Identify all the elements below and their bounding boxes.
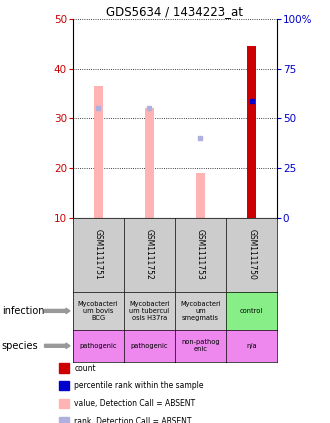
Bar: [145, 109, 154, 218]
Text: GSM1111750: GSM1111750: [247, 229, 256, 280]
Text: infection: infection: [2, 306, 44, 316]
Text: species: species: [2, 341, 38, 351]
Text: percentile rank within the sample: percentile rank within the sample: [74, 381, 204, 390]
Text: value, Detection Call = ABSENT: value, Detection Call = ABSENT: [74, 399, 195, 408]
Text: GSM1111753: GSM1111753: [196, 229, 205, 280]
Text: pathogenic: pathogenic: [131, 343, 168, 349]
Text: non-pathog
enic: non-pathog enic: [181, 339, 220, 352]
Text: pathogenic: pathogenic: [80, 343, 117, 349]
Text: count: count: [74, 363, 96, 373]
Bar: [196, 173, 205, 218]
Text: n/a: n/a: [246, 343, 257, 349]
Bar: [94, 86, 103, 218]
Bar: [247, 47, 256, 218]
Text: Mycobacteri
um
smegmatis: Mycobacteri um smegmatis: [180, 301, 221, 321]
Text: rank, Detection Call = ABSENT: rank, Detection Call = ABSENT: [74, 417, 192, 423]
Text: GSM1111752: GSM1111752: [145, 230, 154, 280]
Text: Mycobacteri
um tubercul
osis H37ra: Mycobacteri um tubercul osis H37ra: [129, 301, 170, 321]
Title: GDS5634 / 1434223_at: GDS5634 / 1434223_at: [106, 5, 244, 18]
Text: GSM1111751: GSM1111751: [94, 230, 103, 280]
Text: control: control: [240, 308, 263, 314]
Text: Mycobacteri
um bovis
BCG: Mycobacteri um bovis BCG: [78, 301, 118, 321]
